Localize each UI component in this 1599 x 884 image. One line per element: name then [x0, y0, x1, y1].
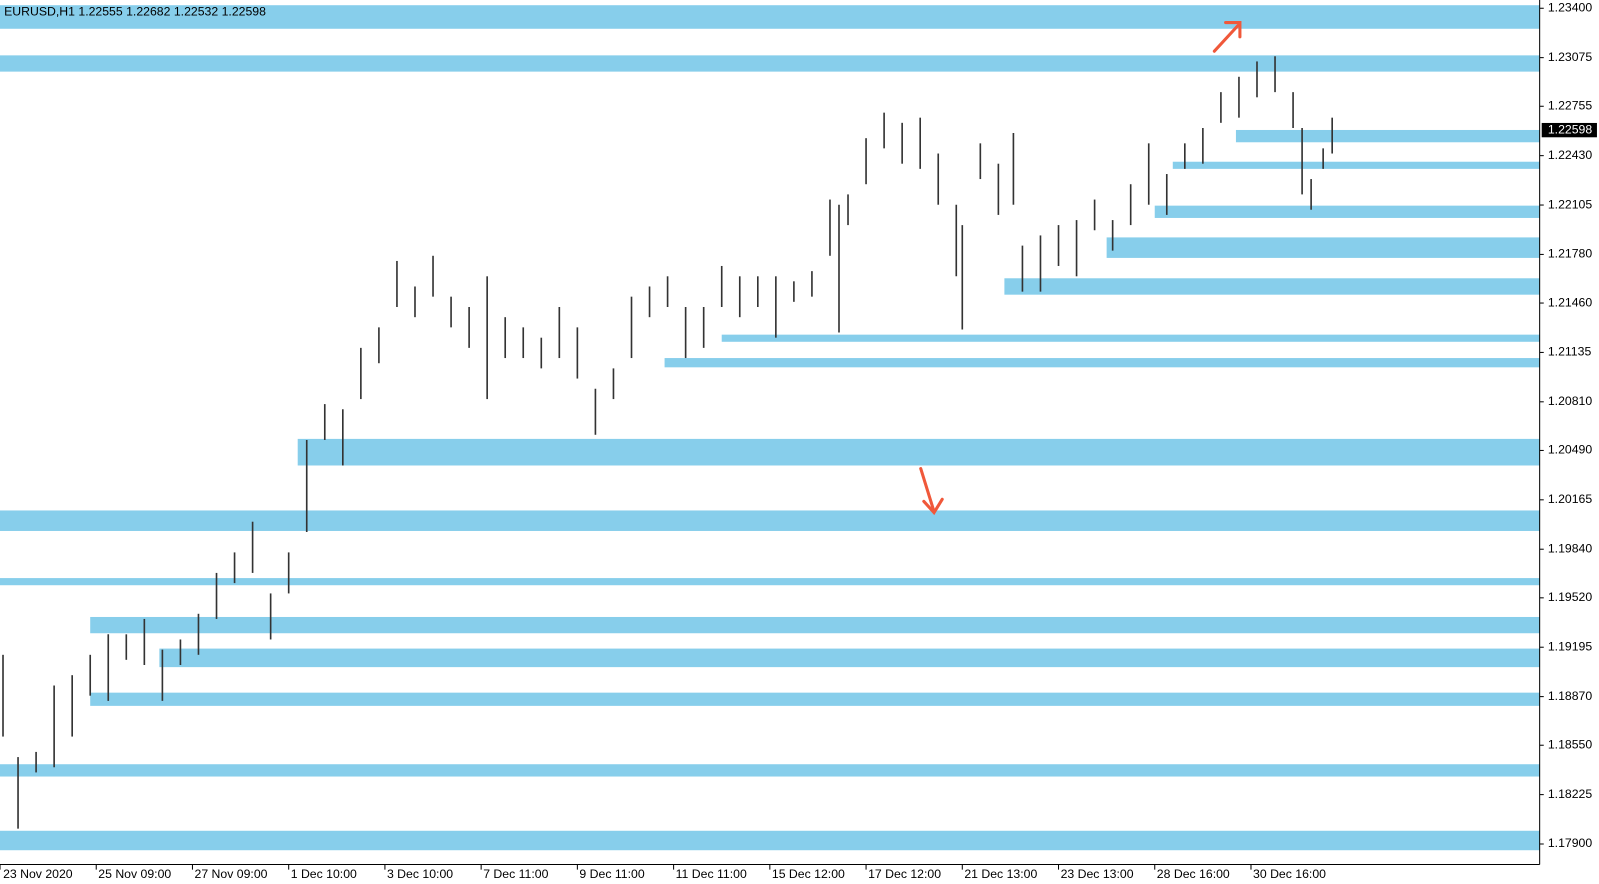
arrow-shaft: [919, 467, 936, 514]
y-tick-label: 1.19195: [1548, 639, 1593, 653]
zone: [664, 358, 1540, 368]
y-tick-label: 1.23400: [1548, 0, 1593, 14]
x-tick-label: 7 Dec 11:00: [483, 867, 548, 881]
zone: [1106, 237, 1540, 258]
zone: [0, 578, 1540, 586]
zone: [90, 692, 1540, 706]
x-tick-label: 21 Dec 13:00: [964, 867, 1037, 881]
y-tick-label: 1.20490: [1548, 443, 1593, 457]
y-tick-label: 1.19840: [1548, 541, 1593, 555]
current-price-box: [1541, 122, 1597, 138]
down-arrow: [919, 467, 944, 516]
x-tick-label: 23 Dec 13:00: [1061, 867, 1134, 881]
x-tick-label: 15 Dec 12:00: [772, 867, 845, 881]
y-tick-label: 1.17900: [1548, 836, 1593, 850]
zone: [721, 334, 1540, 342]
y-tick-label: 1.19520: [1548, 590, 1593, 604]
x-tick-label: 3 Dec 10:00: [387, 867, 453, 881]
y-tick-label: 1.22755: [1548, 98, 1593, 112]
x-tick-label: 17 Dec 12:00: [868, 867, 941, 881]
zone: [90, 616, 1540, 634]
y-tick-label: 1.18225: [1548, 787, 1593, 801]
y-tick-label: 1.20810: [1548, 394, 1593, 408]
zone: [1154, 205, 1540, 218]
y-tick-label: 1.18550: [1548, 737, 1593, 751]
y-tick-label: 1.23075: [1548, 50, 1593, 64]
up-arrow: [1212, 21, 1242, 53]
zone: [0, 5, 1540, 29]
zone: [0, 55, 1540, 72]
y-tick-label: 1.18870: [1548, 689, 1593, 703]
zone: [1172, 161, 1540, 169]
x-tick-label: 28 Dec 16:00: [1157, 867, 1230, 881]
x-tick-label: 1 Dec 10:00: [291, 867, 357, 881]
arrow-shaft: [1212, 24, 1240, 53]
x-tick-label: 11 Dec 11:00: [676, 867, 747, 881]
x-tick-label: 23 Nov 2020: [3, 867, 73, 881]
zone: [1004, 278, 1540, 295]
y-tick-label: 1.20165: [1548, 492, 1593, 506]
price-bars: [2, 56, 1333, 829]
x-tick-label: 9 Dec 11:00: [579, 867, 644, 881]
zone: [297, 438, 1540, 466]
current-price-label: 1.22598: [1548, 122, 1593, 136]
zone: [0, 510, 1540, 531]
zones: [0, 5, 1540, 851]
x-tick-label: 27 Nov 09:00: [195, 867, 268, 881]
arrow-head: [922, 497, 944, 516]
y-tick-label: 1.22105: [1548, 197, 1593, 211]
chart-title: EURUSD,H1 1.22555 1.22682 1.22532 1.2259…: [4, 5, 266, 19]
x-tick-label: 25 Nov 09:00: [98, 867, 171, 881]
zone: [0, 830, 1540, 851]
y-tick-label: 1.22430: [1548, 148, 1593, 162]
y-tick-label: 1.21780: [1548, 247, 1593, 261]
x-tick-label: 30 Dec 16:00: [1253, 867, 1326, 881]
arrow-head: [1224, 21, 1242, 39]
zone: [0, 764, 1540, 777]
y-tick-label: 1.21135: [1548, 345, 1592, 359]
y-tick-label: 1.21460: [1548, 295, 1593, 309]
zone: [159, 648, 1540, 668]
zone: [1235, 129, 1540, 143]
